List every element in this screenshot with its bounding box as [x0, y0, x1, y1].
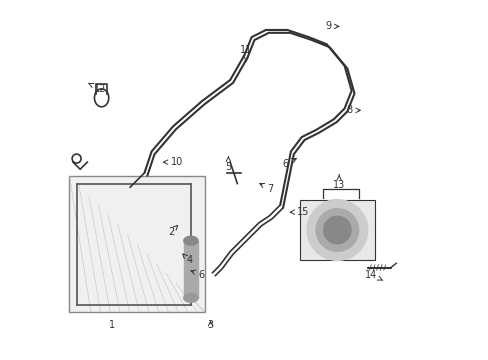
Text: 6: 6 [282, 158, 296, 169]
Circle shape [323, 216, 350, 244]
Text: 4: 4 [183, 254, 192, 265]
Text: 3: 3 [207, 320, 213, 330]
Ellipse shape [183, 236, 198, 245]
Text: 2: 2 [168, 225, 177, 237]
Text: 9: 9 [325, 21, 338, 31]
Text: 8: 8 [346, 105, 360, 115]
Bar [183, 241, 198, 298]
Text: 13: 13 [332, 175, 345, 190]
Text: 5: 5 [225, 157, 231, 172]
Text: 14: 14 [365, 270, 382, 280]
Text: 11: 11 [240, 45, 252, 61]
Circle shape [315, 209, 358, 251]
Text: 10: 10 [163, 157, 183, 167]
Text: 15: 15 [290, 207, 309, 217]
Text: 6: 6 [191, 270, 204, 280]
Text: 12: 12 [88, 83, 106, 94]
Ellipse shape [183, 293, 198, 302]
FancyBboxPatch shape [69, 176, 205, 312]
Text: 7: 7 [259, 184, 273, 194]
Circle shape [306, 200, 367, 260]
Text: 1: 1 [109, 320, 115, 330]
FancyBboxPatch shape [299, 200, 374, 260]
